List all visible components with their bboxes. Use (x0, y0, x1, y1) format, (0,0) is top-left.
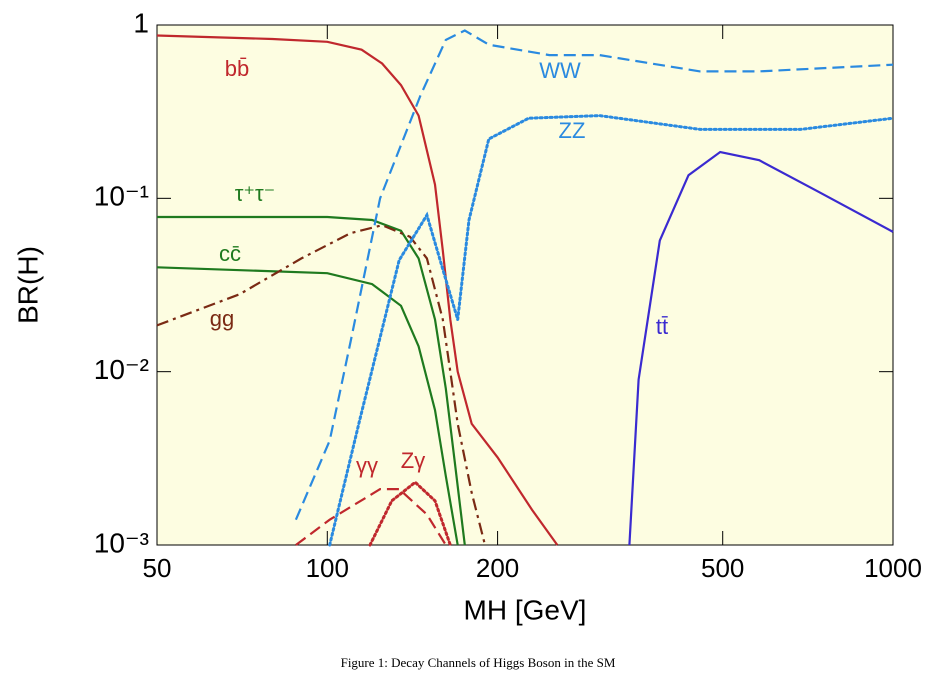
x-tick-label: 200 (476, 553, 519, 583)
x-tick-label: 1000 (864, 553, 922, 583)
series-label: WW (539, 58, 581, 83)
y-tick-label: 10⁻² (94, 354, 149, 385)
series-label: τ⁺τ⁻ (235, 181, 276, 206)
series-line (156, 266, 459, 546)
plot-frame (156, 24, 894, 546)
plot-area (157, 25, 893, 545)
x-tick-label: 50 (143, 553, 172, 583)
y-axis-label: BR(H) (12, 246, 43, 324)
series-line (157, 215, 466, 546)
series-label: gg (210, 306, 234, 331)
x-tick-label: 500 (701, 553, 744, 583)
series-label: γγ (356, 453, 378, 478)
series-line (294, 29, 894, 521)
caption: Figure 1: Decay Channels of Higgs Boson … (341, 655, 616, 670)
series-line (368, 480, 452, 547)
series-line (156, 34, 559, 546)
x-axis-label: MH [GeV] (464, 594, 587, 625)
y-tick-label: 10⁻³ (94, 527, 149, 558)
series-label: Zγ (401, 448, 425, 473)
series-label: tt̄ (656, 314, 668, 339)
x-tick-label: 100 (306, 553, 349, 583)
series-label: ZZ (559, 118, 586, 143)
series-line (156, 224, 487, 546)
series-label: bb̄ (225, 56, 249, 81)
series-line (628, 150, 894, 546)
series-line (328, 114, 895, 547)
series-label: cc̄ (219, 241, 241, 266)
y-tick-label: 1 (133, 7, 149, 38)
series-line (295, 488, 447, 546)
y-tick-label: 10⁻¹ (94, 181, 149, 212)
